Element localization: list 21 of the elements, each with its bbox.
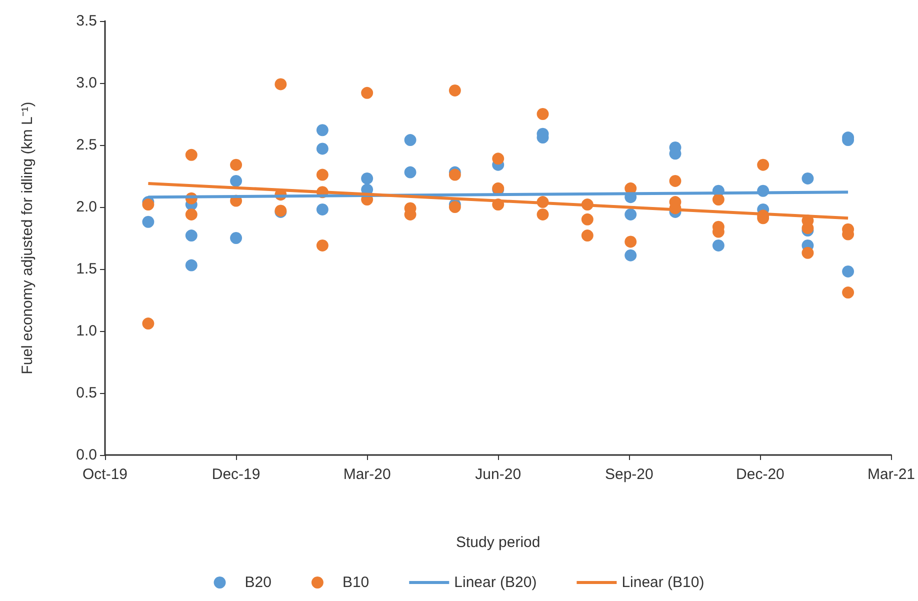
- y-axis-title: Fuel economy adjusted for idling (km L⁻¹): [19, 102, 36, 374]
- x-tick-label: Oct-19: [82, 466, 128, 483]
- x-tick-label: Mar-21: [867, 466, 915, 483]
- y-tick-label: 3.5: [76, 12, 97, 30]
- y-tick-label: 1.5: [76, 260, 97, 278]
- x-tick-label: Sep-20: [604, 466, 654, 483]
- y-tick-label: 1.0: [76, 322, 97, 340]
- legend-label: B20: [244, 574, 272, 591]
- x-tick-label: Mar-20: [343, 466, 391, 483]
- legend-label: B10: [342, 574, 370, 591]
- legend-label: Linear (B20): [454, 574, 537, 591]
- x-tick-label: Dec-20: [736, 466, 784, 483]
- y-tick-label: 2.5: [76, 136, 97, 154]
- x-tick-label: Jun-20: [475, 466, 522, 483]
- y-tick-label: 2.0: [76, 198, 97, 216]
- y-tick-label: 3.0: [76, 74, 97, 92]
- y-tick-label: 0.5: [76, 384, 97, 402]
- legend-label: Linear (B10): [622, 574, 704, 591]
- x-tick-label: Dec-19: [212, 466, 260, 483]
- x-axis-title: Study period: [456, 534, 540, 551]
- y-tick-label: 0.0: [76, 446, 97, 464]
